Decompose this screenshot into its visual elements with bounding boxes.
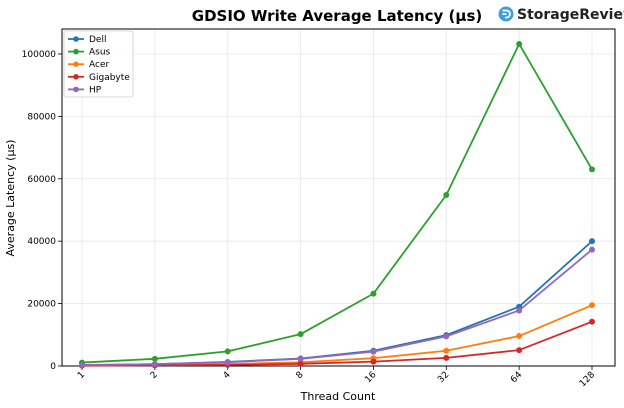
series-line-gigabyte: [81, 320, 593, 367]
y-tick-label: 20000: [27, 300, 56, 310]
x-tick-label: 2: [149, 370, 160, 381]
y-tick-label: 60000: [27, 175, 56, 185]
data-point-hp: [516, 307, 523, 314]
legend: Dell Asus Acer Gigabyte HP: [63, 30, 134, 98]
data-point-gigabyte: [370, 358, 377, 365]
series-line-asus: [81, 43, 593, 364]
data-point-gigabyte: [589, 318, 595, 325]
legend-label: Gigabyte: [89, 73, 130, 83]
legend-swatch-marker: [73, 86, 79, 93]
y-axis-label: Average Latency (µs): [4, 140, 17, 257]
series-lines: [79, 40, 595, 369]
x-tick-label: 1: [76, 370, 87, 381]
data-point-acer: [443, 347, 450, 354]
legend-swatch-marker: [73, 74, 79, 80]
data-point-hp: [297, 355, 304, 362]
data-point-asus: [224, 348, 231, 355]
x-axis-label: Thread Count: [300, 390, 376, 403]
plot-frame: [61, 28, 616, 367]
brand-name: StorageReview: [517, 7, 624, 23]
x-tick-label: 8: [295, 370, 306, 381]
brand-logo: StorageReview: [498, 6, 624, 23]
series-line-dell: [81, 240, 593, 366]
data-point-gigabyte: [443, 354, 450, 361]
chart-title: GDSIO Write Average Latency (µs): [192, 7, 482, 25]
y-tick-label: 40000: [27, 237, 56, 247]
grid: [62, 29, 615, 367]
legend-item-hp: HP: [68, 85, 102, 95]
legend-label: Asus: [89, 48, 111, 58]
legend-item-dell: Dell: [68, 35, 106, 45]
x-tick-label: 32: [436, 370, 451, 385]
data-point-asus: [297, 331, 304, 338]
data-point-hp: [443, 333, 450, 340]
legend-label: Acer: [89, 60, 109, 70]
legend-swatch-marker: [73, 61, 79, 67]
data-point-hp: [589, 246, 595, 253]
data-point-asus: [516, 40, 523, 47]
data-point-gigabyte: [516, 347, 523, 354]
legend-swatch-marker: [73, 48, 79, 55]
legend-item-acer: Acer: [68, 60, 109, 70]
data-point-acer: [589, 302, 595, 309]
y-tick-label: 0: [50, 362, 56, 372]
legend-item-gigabyte: Gigabyte: [68, 73, 130, 83]
data-point-hp: [79, 362, 85, 369]
legend-label: Dell: [89, 35, 106, 45]
data-point-gigabyte: [297, 360, 304, 367]
legend-swatch-marker: [73, 36, 79, 42]
x-tick-label: 16: [363, 370, 378, 385]
legend-item-asus: Asus: [68, 48, 111, 58]
legend-box: [63, 30, 134, 98]
data-point-asus: [443, 192, 450, 199]
series-line-hp: [81, 248, 593, 366]
legend-label: HP: [89, 85, 102, 95]
x-tick-label: 64: [509, 370, 524, 385]
data-point-acer: [516, 333, 523, 340]
series-hp: [79, 246, 595, 369]
data-point-hp: [151, 361, 158, 368]
x-tick-label: 4: [222, 370, 233, 381]
data-point-hp: [370, 348, 377, 355]
x-tick-label: 128: [578, 370, 597, 389]
data-point-asus: [370, 290, 377, 297]
data-point-asus: [589, 166, 595, 173]
data-point-hp: [224, 359, 231, 366]
series-asus: [79, 40, 595, 366]
y-tick-label: 80000: [27, 112, 56, 122]
data-point-asus: [151, 355, 158, 362]
y-tick-label: 100000: [22, 50, 57, 60]
storagereview-logo-icon: [498, 6, 514, 22]
data-point-dell: [589, 238, 595, 245]
